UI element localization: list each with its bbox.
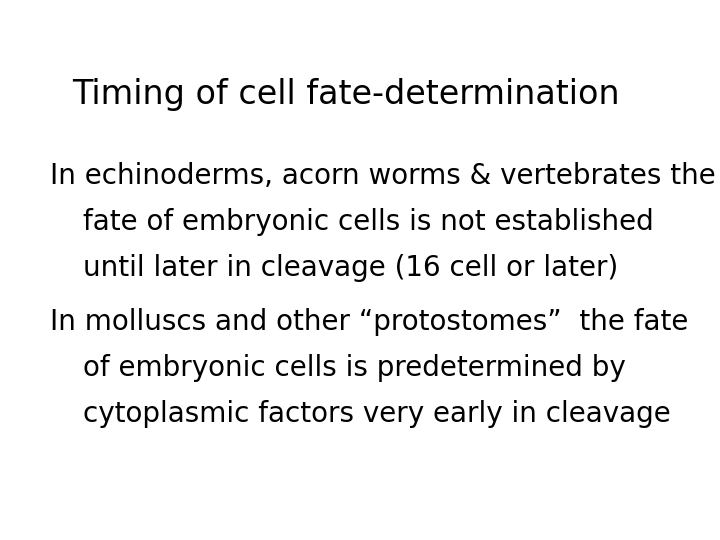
Text: In echinoderms, acorn worms & vertebrates the: In echinoderms, acorn worms & vertebrate… — [50, 162, 716, 190]
Text: until later in cleavage (16 cell or later): until later in cleavage (16 cell or late… — [83, 254, 618, 282]
Text: Timing of cell fate-determination: Timing of cell fate-determination — [72, 78, 620, 111]
Text: fate of embryonic cells is not established: fate of embryonic cells is not establish… — [83, 208, 654, 236]
Text: In molluscs and other “protostomes”  the fate: In molluscs and other “protostomes” the … — [50, 308, 689, 336]
Text: of embryonic cells is predetermined by: of embryonic cells is predetermined by — [83, 354, 626, 382]
Text: cytoplasmic factors very early in cleavage: cytoplasmic factors very early in cleava… — [83, 400, 670, 428]
